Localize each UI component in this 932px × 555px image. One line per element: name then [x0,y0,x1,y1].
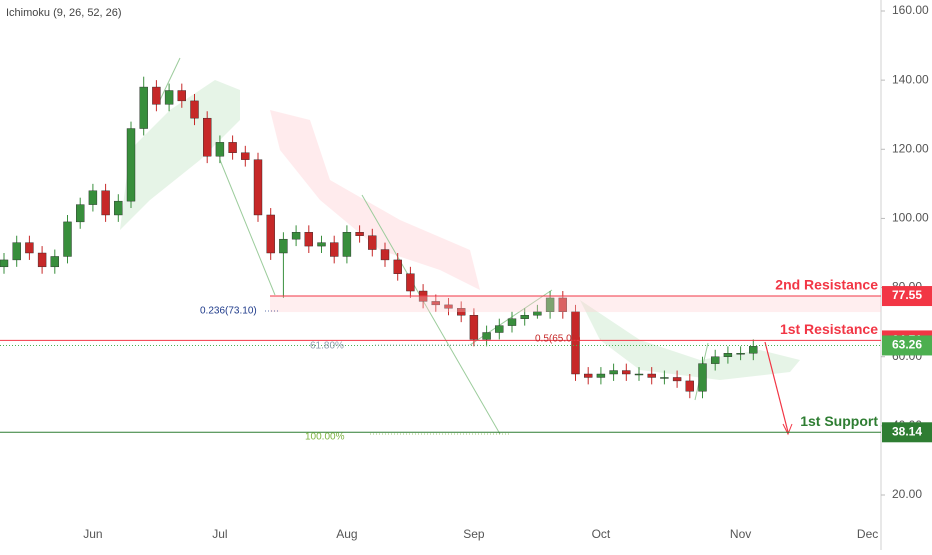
fib-label: 100.00% [305,432,345,443]
candle-body [495,325,504,333]
candle-body [75,204,85,223]
candle-body [88,190,98,205]
candle-body [253,159,263,216]
fib-label: 61.80% [310,341,344,352]
drawing-arrows [159,57,709,435]
level-zone [270,296,881,313]
level-name: 1st Resistance [780,321,878,337]
candle-body [164,90,174,105]
price-badge [882,286,932,307]
candle-body [63,221,72,257]
candle-body [520,315,529,319]
candle-body [622,370,631,375]
candle-body [202,117,212,157]
candle-body [660,377,669,379]
candle-body [634,373,644,376]
level-name: 1st Support [800,413,878,429]
price-badge [882,422,932,443]
candle-body [241,152,250,160]
x-tick-label: Sep [463,527,485,541]
candle-body [444,304,453,309]
y-tick-label: 20.00 [892,487,922,501]
candle-body [50,256,59,268]
candle-body [12,242,21,261]
x-tick-label: Oct [592,527,611,541]
cloud [120,80,240,230]
candle-body [672,377,682,382]
indicator-label: Ichimoku (9, 26, 52, 26) [6,7,122,19]
price-badge-label: 77.55 [892,288,922,302]
candle-body [114,200,123,216]
x-tick-label: Dec [857,527,878,541]
forecast-arrow [764,341,789,433]
candle-body [571,311,580,375]
candle-body [507,318,517,326]
candle-body [545,297,555,312]
candle-body [711,356,720,364]
candle-body [533,311,542,316]
cloud [580,300,800,380]
candle-body [139,86,148,129]
candle-body [609,370,618,375]
candle-body [0,259,9,268]
candle-body [177,90,187,102]
candle-body [380,249,390,261]
candle-body [482,332,491,340]
candle-body [152,86,161,105]
candle-body [228,142,237,153]
candle-body [304,232,313,247]
candle-body [698,363,707,392]
candle-body [190,100,199,119]
candle-body [393,259,402,274]
x-tick-label: Jul [212,527,227,541]
candle-body [126,128,136,202]
candle-body [330,242,339,257]
candle-body [101,190,110,216]
cloud [270,110,480,290]
candle-body [37,252,47,268]
candle-body [355,232,364,236]
fib-label: 0.5(65.03) [535,334,581,345]
candle-body [469,315,479,340]
candle-body [596,373,606,378]
fib-label: 0.236(73.10) [200,306,257,317]
candle-body [685,380,694,392]
candle-body [25,242,34,254]
candle-body [749,346,758,354]
x-tick-label: Jun [83,527,102,541]
y-tick-label: 140.00 [892,72,929,86]
candle-body [457,308,466,316]
candle-body [736,353,745,355]
candle-body [317,242,326,247]
candle-body [266,214,275,254]
candle-body [406,273,415,292]
last-price-badge [882,335,932,356]
candle-body [342,232,352,257]
y-tick-label: 100.00 [892,211,929,225]
level-name: 2nd Resistance [775,277,878,293]
y-tick-label: 160.00 [892,3,929,17]
price-badge-label: 38.14 [892,424,922,438]
candle-body [584,373,593,378]
candle-body [291,232,301,240]
last-price-label: 63.26 [892,338,922,352]
candle-body [431,301,440,306]
x-tick-label: Aug [336,527,357,541]
candle-body [215,142,225,157]
x-tick-label: Nov [730,527,751,541]
candle-body [279,238,288,254]
candle-body [723,353,733,357]
arrow-head [782,423,793,436]
candle-body [558,297,567,312]
candle-body [368,235,377,250]
y-tick-label: 120.00 [892,141,929,155]
candle-body [647,373,656,378]
